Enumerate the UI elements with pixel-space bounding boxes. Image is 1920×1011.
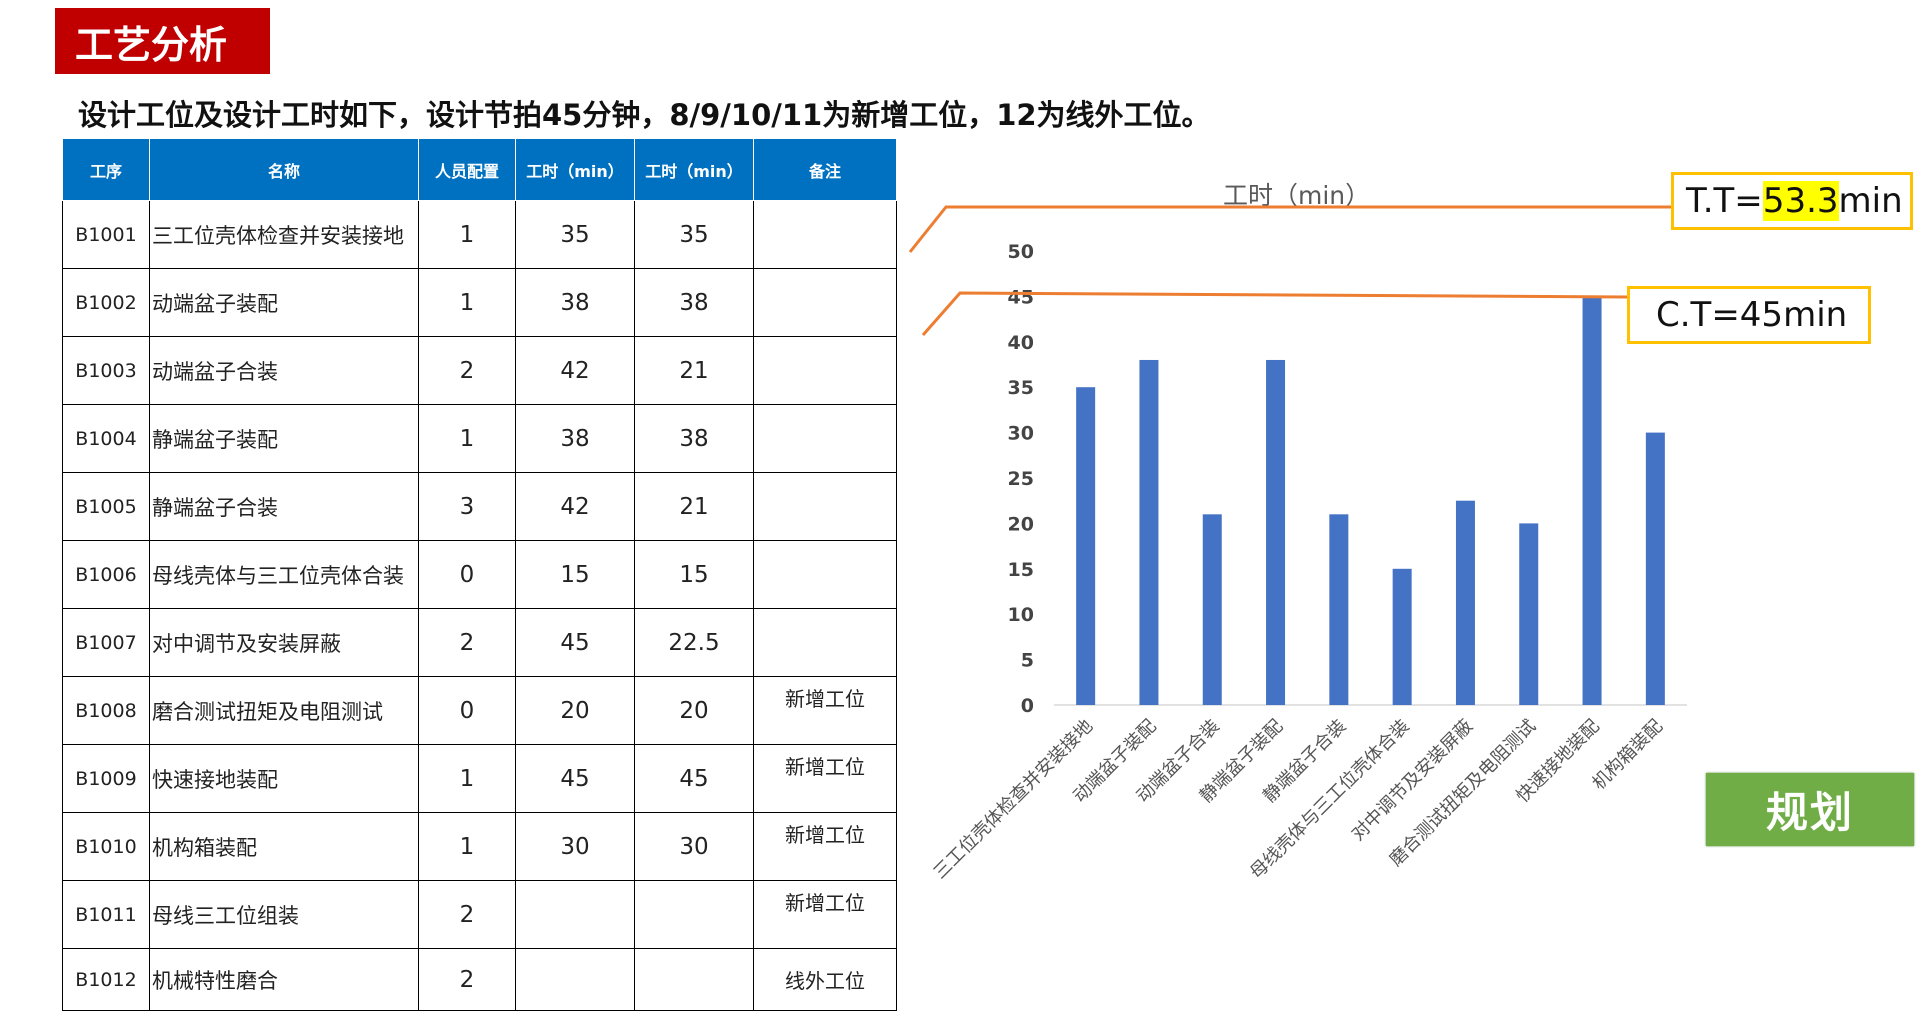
bar [1139,359,1159,705]
section-subtitle: 设计工位及设计工时如下，设计节拍45分钟，8/9/10/11为新增工位，12为线… [78,98,1211,132]
cell-code: B1008 [62,676,150,745]
tt-value: 53.3 [1762,181,1839,221]
table-header-row: 工序 名称 人员配置 工时（min） 工时（min） 备注 [62,138,897,201]
cell-staff: 0 [418,676,516,745]
cell-name: 母线壳体与三工位壳体合装 [149,540,419,609]
plan-button[interactable]: 规划 [1706,773,1914,846]
cell-hours: 35 [515,200,635,269]
cell-note: 新增工位 [753,676,897,745]
bar [1266,359,1286,705]
y-tick-label: 0 [1021,695,1034,717]
cell-note: 新增工位 [753,812,897,881]
bar-chart: 05101520253035404550三工位壳体检查并安装接地动端盆子装配动端… [908,205,1687,884]
cell-code: B1010 [62,812,150,881]
cell-hours2: 22.5 [634,608,754,677]
cell-note [753,404,897,473]
col-header-hours-per-person: 工时（min） [634,138,754,201]
col-header-note: 备注 [753,138,897,201]
y-tick-label: 35 [1008,377,1034,399]
section-title: 工艺分析 [55,8,270,74]
cell-staff: 1 [418,268,516,337]
bar [1519,523,1539,705]
y-tick-label: 30 [1008,423,1034,445]
x-tick-label: 对中调节及安装屏蔽 [1348,716,1477,845]
cell-hours2: 38 [634,404,754,473]
bar [1329,514,1349,705]
bar [1645,432,1665,705]
bar [1392,568,1412,705]
table-row: B1006 母线壳体与三工位壳体合装 0 15 15 [62,540,897,609]
cell-name: 磨合测试扭矩及电阻测试 [149,676,419,745]
cell-name: 机构箱装配 [149,812,419,881]
y-tick-label: 20 [1008,513,1034,535]
y-tick-label: 50 [1008,241,1034,263]
cell-note [753,540,897,609]
cell-hours2: 30 [634,812,754,881]
col-header-staff: 人员配置 [418,138,516,201]
cell-name: 三工位壳体检查并安装接地 [149,200,419,269]
cell-staff: 2 [418,880,516,949]
tt-prefix: T.T= [1686,181,1763,221]
cell-name: 动端盆子合装 [149,336,419,405]
cell-note [753,336,897,405]
table-row: B1007 对中调节及安装屏蔽 2 45 22.5 [62,608,897,677]
cell-name: 静端盆子装配 [149,404,419,473]
y-tick-label: 45 [1008,286,1034,308]
cell-name: 对中调节及安装屏蔽 [149,608,419,677]
cell-hours: 15 [515,540,635,609]
table-row: B1010 机构箱装配 1 30 30 新增工位 [62,812,897,881]
table-row: B1003 动端盆子合装 2 42 21 [62,336,897,405]
table-row: B1011 母线三工位组装 2 新增工位 [62,880,897,949]
bar [1076,387,1096,705]
cell-note: 新增工位 [753,880,897,949]
bar [1202,514,1222,705]
cell-hours: 38 [515,268,635,337]
y-tick-label: 25 [1008,468,1034,490]
cell-note [753,268,897,337]
cell-note: 新增工位 [753,744,897,813]
y-tick-label: 5 [1021,650,1034,672]
cell-hours2: 15 [634,540,754,609]
cell-code: B1003 [62,336,150,405]
cell-staff: 3 [418,472,516,541]
table-row: B1008 磨合测试扭矩及电阻测试 0 20 20 新增工位 [62,676,897,745]
cell-code: B1001 [62,200,150,269]
cell-hours: 42 [515,472,635,541]
cell-staff: 2 [418,336,516,405]
cell-hours2: 38 [634,268,754,337]
cell-hours2: 35 [634,200,754,269]
takt-time-line [908,205,1671,253]
chart-title: 工时（min） [1223,181,1371,210]
cell-hours: 30 [515,812,635,881]
cycle-time-box: C.T=45min [1627,286,1871,344]
table-row: B1004 静端盆子装配 1 38 38 [62,404,897,473]
takt-time-box: T.T= 53.3 min [1671,172,1913,230]
y-tick-label: 15 [1008,559,1034,581]
table-row: B1001 三工位壳体检查并安装接地 1 35 35 [62,200,897,269]
cell-code: B1006 [62,540,150,609]
cell-hours2: 21 [634,472,754,541]
cycle-time-line [921,291,1628,336]
cell-staff: 2 [418,608,516,677]
cell-hours: 38 [515,404,635,473]
y-tick-label: 40 [1008,332,1034,354]
tt-suffix: min [1838,181,1903,221]
cell-code: B1002 [62,268,150,337]
col-header-hours: 工时（min） [515,138,635,201]
cell-note [753,608,897,677]
x-tick-label: 三工位壳体检查并安装接地 [930,716,1098,884]
process-table: 工序 名称 人员配置 工时（min） 工时（min） 备注 B1001 三工位壳体… [62,138,897,1011]
bar [1582,296,1602,705]
cell-code: B1007 [62,608,150,677]
cell-hours: 42 [515,336,635,405]
cell-name: 母线三工位组装 [149,880,419,949]
cell-hours: 20 [515,676,635,745]
table-row: B1002 动端盆子装配 1 38 38 [62,268,897,337]
cell-code: B1004 [62,404,150,473]
bar [1455,500,1475,705]
y-tick-label: 10 [1008,604,1034,626]
cell-hours2: 21 [634,336,754,405]
cell-staff: 1 [418,812,516,881]
